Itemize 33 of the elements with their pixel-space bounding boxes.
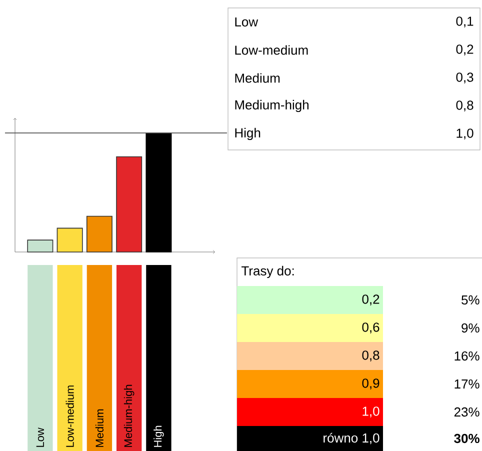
text: 16%	[454, 351, 480, 361]
text: 17%	[454, 379, 480, 389]
x-tick-label: Low	[36, 428, 44, 447]
text: 5%	[462, 295, 480, 305]
category-label: 0,2	[362, 294, 380, 306]
text: 0,8	[456, 100, 474, 112]
category-label: Low-medium	[235, 45, 308, 55]
category-label: Medium	[235, 73, 280, 83]
text: 0,1	[456, 16, 474, 28]
x-tick-label: Low-medium	[66, 386, 74, 447]
bar	[56, 228, 83, 252]
bar	[146, 132, 172, 252]
bar	[116, 156, 142, 252]
text: 0,2	[456, 44, 474, 56]
category-label: równo 1,0	[324, 432, 380, 444]
category-label: 0,6	[362, 322, 380, 334]
text: 1,0	[456, 128, 474, 140]
x-tick-label: Medium	[95, 409, 104, 447]
text: 23%	[454, 407, 480, 417]
category-label: Low	[235, 17, 258, 27]
bar	[86, 216, 112, 252]
category-label: High	[235, 128, 260, 140]
category-label: 0,8	[362, 350, 380, 362]
text: Trasy do:	[242, 266, 294, 278]
category-label: 1,0	[362, 406, 380, 418]
text: 0,3	[456, 72, 474, 84]
category-label: 0,9	[362, 378, 380, 390]
x-tick-label: Medium-high	[124, 384, 134, 447]
bar	[27, 240, 54, 252]
category-label: Medium-high	[235, 100, 308, 112]
x-tick-label: High	[154, 426, 164, 447]
text: 30%	[454, 434, 480, 444]
text: 9%	[462, 323, 480, 333]
